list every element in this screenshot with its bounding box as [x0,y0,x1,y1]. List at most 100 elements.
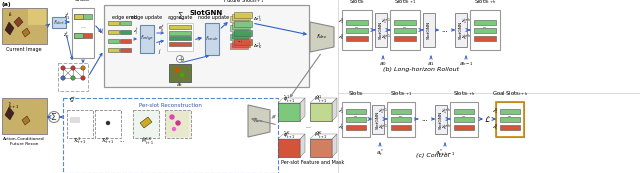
Text: $j$: $j$ [158,47,162,56]
Text: $f_{dec}$: $f_{dec}$ [316,33,328,42]
Circle shape [81,66,85,70]
Text: $z_K^0$: $z_K^0$ [338,33,344,43]
Text: Current Image: Current Image [6,47,42,52]
FancyBboxPatch shape [500,117,520,122]
FancyBboxPatch shape [474,35,496,40]
FancyBboxPatch shape [140,25,154,53]
Polygon shape [310,134,337,139]
Text: $\hat{M}^K_{t+1}$: $\hat{M}^K_{t+1}$ [314,129,328,140]
FancyBboxPatch shape [63,98,278,173]
FancyBboxPatch shape [346,125,366,130]
Text: SlotGNN: SlotGNN [427,21,431,39]
Text: $\hat{z}_K^{t+h}$: $\hat{z}_K^{t+h}$ [461,33,472,43]
Text: $z_K^t$: $z_K^t$ [338,123,344,132]
FancyBboxPatch shape [108,48,119,52]
FancyBboxPatch shape [28,9,46,25]
Polygon shape [310,22,334,52]
Circle shape [71,66,76,70]
Text: +: + [177,54,183,63]
FancyBboxPatch shape [70,117,80,123]
Text: SlotGNN: SlotGNN [379,21,383,39]
FancyBboxPatch shape [423,13,435,47]
FancyBboxPatch shape [500,125,520,130]
Polygon shape [248,105,270,137]
Text: $\Sigma$: $\Sigma$ [177,10,184,21]
Text: SlotGNN: SlotGNN [190,10,223,16]
Text: $z_1^R$: $z_1^R$ [492,106,498,117]
Text: $a_{h-1}$: $a_{h-1}$ [459,60,474,68]
FancyBboxPatch shape [454,117,474,122]
FancyBboxPatch shape [58,63,88,91]
Text: $\hat{z}_K^{t+h}$: $\hat{z}_K^{t+h}$ [442,122,452,133]
Circle shape [49,112,60,122]
FancyBboxPatch shape [232,14,250,20]
Text: $\hat{\phi}^1_{t+1}$: $\hat{\phi}^1_{t+1}$ [283,93,295,104]
Text: $f_{edge}$: $f_{edge}$ [140,34,154,44]
FancyBboxPatch shape [342,102,370,137]
Text: $f_{rec}$: $f_{rec}$ [253,117,264,125]
FancyBboxPatch shape [108,21,119,25]
FancyBboxPatch shape [133,110,159,138]
Text: $\hat{z}_1^{t+h}$: $\hat{z}_1^{t+h}$ [442,106,452,117]
FancyBboxPatch shape [470,10,500,50]
FancyBboxPatch shape [455,13,467,47]
FancyBboxPatch shape [74,14,83,19]
Polygon shape [300,134,305,157]
FancyBboxPatch shape [230,16,248,22]
FancyBboxPatch shape [74,33,92,38]
FancyBboxPatch shape [234,30,252,36]
FancyBboxPatch shape [474,20,496,25]
FancyBboxPatch shape [474,28,496,33]
FancyBboxPatch shape [72,8,94,58]
Text: Per-slot Feature and Mask: Per-slot Feature and Mask [282,161,344,166]
FancyBboxPatch shape [454,109,474,114]
Text: ...: ... [483,24,487,29]
Text: ...: ... [442,27,449,33]
FancyBboxPatch shape [167,23,193,51]
Text: $\hat{z}_1^{t+1}$: $\hat{z}_1^{t+1}$ [381,17,392,27]
Text: ...: ... [354,113,358,118]
Text: $e_{ij}^t$: $e_{ij}^t$ [158,23,165,35]
FancyBboxPatch shape [108,39,119,43]
FancyBboxPatch shape [205,23,219,55]
Text: $\hat{\phi}^K_{t+1}$: $\hat{\phi}^K_{t+1}$ [283,129,295,140]
FancyBboxPatch shape [278,139,300,157]
FancyBboxPatch shape [390,10,420,50]
Text: $\mathcal{R}^1_{t+1}$: $\mathcal{R}^1_{t+1}$ [73,136,87,146]
FancyBboxPatch shape [346,35,368,40]
FancyBboxPatch shape [232,32,250,38]
Text: $\mathrm{Slots}_t$: $\mathrm{Slots}_t$ [349,0,365,6]
Text: SlotGNN: SlotGNN [459,21,463,39]
Polygon shape [278,134,305,139]
Polygon shape [278,98,305,103]
FancyBboxPatch shape [394,35,416,40]
FancyBboxPatch shape [342,10,372,50]
FancyBboxPatch shape [310,103,332,121]
Text: (c) Control: (c) Control [416,153,450,157]
FancyBboxPatch shape [387,102,415,137]
Text: ...: ... [237,38,243,43]
FancyBboxPatch shape [169,42,191,45]
Text: ...: ... [120,139,125,143]
Circle shape [170,115,174,119]
FancyBboxPatch shape [232,41,250,47]
Circle shape [177,56,184,62]
FancyBboxPatch shape [346,109,366,114]
Text: (b) Long-horizon Rollout: (b) Long-horizon Rollout [383,67,459,72]
Text: Action-Conditioned
Future Recon: Action-Conditioned Future Recon [3,137,45,146]
FancyBboxPatch shape [346,28,368,33]
Text: edge emb: edge emb [111,15,136,20]
Text: $a_t^*$: $a_t^*$ [376,147,384,158]
Text: ...: ... [422,116,428,122]
FancyBboxPatch shape [454,125,474,130]
Text: $\mathcal{L}$: $\mathcal{L}$ [484,114,492,124]
Text: $a_1$: $a_1$ [428,60,435,68]
FancyBboxPatch shape [108,30,119,34]
Circle shape [81,76,85,80]
FancyBboxPatch shape [120,30,131,34]
Text: $a_t$: $a_t$ [177,81,184,89]
FancyBboxPatch shape [496,102,524,137]
FancyBboxPatch shape [52,17,66,28]
FancyBboxPatch shape [234,12,252,18]
Text: $\hat{M}^1_{t+1}$: $\hat{M}^1_{t+1}$ [314,93,328,104]
